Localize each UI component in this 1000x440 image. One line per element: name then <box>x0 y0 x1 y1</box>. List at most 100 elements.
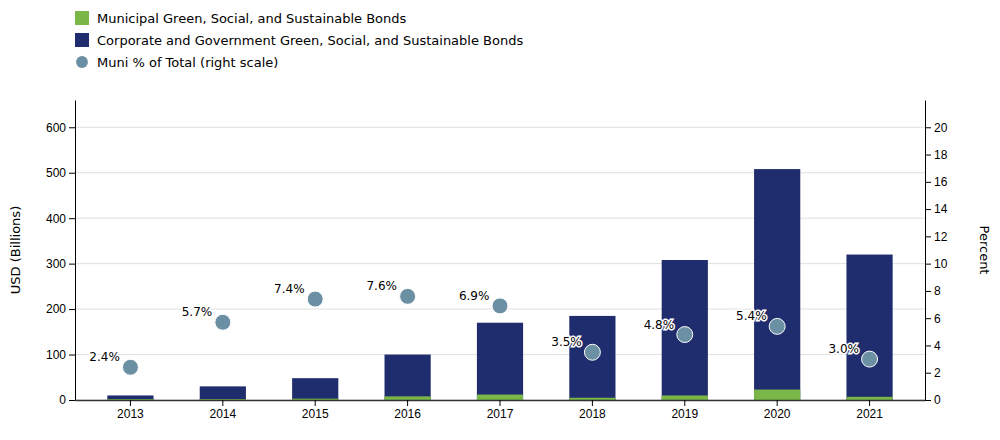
tick: 16 <box>925 175 948 189</box>
tick-label: 2014 <box>209 407 236 421</box>
point <box>400 288 416 304</box>
legend: Municipal Green, Social, and Sustainable… <box>75 11 523 70</box>
bar <box>477 395 523 400</box>
tick-label: 20 <box>934 121 948 135</box>
tick-mark <box>69 309 75 310</box>
data-label: 7.6% <box>366 279 397 293</box>
tick: 2016 <box>394 400 421 421</box>
tick-label: 2019 <box>671 407 698 421</box>
bar-series <box>107 390 892 400</box>
tick-mark <box>925 400 931 401</box>
tick: 18 <box>925 148 948 162</box>
bar <box>107 395 153 400</box>
data-label: 5.4% <box>736 309 767 323</box>
tick: 200 <box>46 302 75 316</box>
tick-label: 14 <box>934 202 948 216</box>
tick-mark <box>925 236 931 237</box>
grid <box>75 127 925 400</box>
legend-item: Municipal Green, Social, and Sustainable… <box>75 11 407 26</box>
tick: 2018 <box>579 400 606 421</box>
tick-label: 10 <box>934 257 948 271</box>
tick: 0 <box>59 393 75 407</box>
tick: 20 <box>925 121 948 135</box>
tick-mark <box>130 400 131 406</box>
tick-mark <box>69 400 75 401</box>
tick: 2020 <box>764 400 791 421</box>
tick: 600 <box>46 121 75 135</box>
axis-line <box>75 101 76 401</box>
tick: 6 <box>925 312 941 326</box>
tick-label: 2018 <box>579 407 606 421</box>
tick-mark <box>69 218 75 219</box>
data-label: 2.4% <box>89 350 120 364</box>
tick-mark <box>69 355 75 356</box>
tick-label: 0 <box>934 393 941 407</box>
tick-mark <box>925 345 931 346</box>
tick-mark <box>69 173 75 174</box>
axis-line <box>925 101 926 401</box>
point <box>769 318 785 334</box>
bar <box>846 255 892 400</box>
x-axis: 2013 2014 2015 2016 2017 2018 2019 2020 2021 <box>76 400 926 421</box>
tick-label: 2013 <box>117 407 144 421</box>
legend-item: Corporate and Government Green, Social, … <box>75 33 523 48</box>
tick-label: 4 <box>934 339 941 353</box>
tick-label: 2020 <box>764 407 791 421</box>
legend-label: Muni % of Total (right scale) <box>97 55 278 70</box>
tick: 8 <box>925 284 941 298</box>
tick-mark <box>592 400 593 406</box>
tick: 2017 <box>487 400 514 421</box>
tick-mark <box>684 400 685 406</box>
bar <box>477 323 523 400</box>
tick-mark <box>925 373 931 374</box>
tick-label: 2016 <box>394 407 421 421</box>
bar <box>569 316 615 400</box>
tick-mark <box>222 400 223 406</box>
data-labels: 2.4%5.7%7.4%7.6%6.9%3.5%4.8%5.4%3.0% <box>89 279 859 364</box>
legend-label: Corporate and Government Green, Social, … <box>97 33 523 48</box>
bar-series <box>107 169 892 400</box>
tick-mark <box>925 291 931 292</box>
tick: 500 <box>46 166 75 180</box>
tick-label: 500 <box>46 166 66 180</box>
tick-mark <box>500 400 501 406</box>
data-label: 5.7% <box>182 305 213 319</box>
data-label: 3.5% <box>551 335 582 349</box>
tick: 300 <box>46 257 75 271</box>
data-label: 3.0% <box>828 342 859 356</box>
tick-label: 300 <box>46 257 66 271</box>
tick-mark <box>925 318 931 319</box>
tick: 2014 <box>209 400 236 421</box>
legend-swatch <box>75 33 89 47</box>
tick-label: 8 <box>934 284 941 298</box>
bar <box>385 396 431 400</box>
bar <box>846 397 892 400</box>
legend-swatch <box>76 56 88 68</box>
tick-label: 16 <box>934 175 948 189</box>
bar <box>754 390 800 400</box>
point <box>215 314 231 330</box>
tick-mark <box>925 209 931 210</box>
tick: 12 <box>925 230 948 244</box>
tick-mark <box>315 400 316 406</box>
tick: 2013 <box>117 400 144 421</box>
data-label: 7.4% <box>274 282 305 296</box>
y-axis-title: USD (Billions) <box>8 206 23 294</box>
tick: 2015 <box>302 400 329 421</box>
tick-mark <box>925 155 931 156</box>
tick-label: 12 <box>934 230 948 244</box>
tick: 0 <box>925 393 941 407</box>
bar <box>662 395 708 400</box>
point <box>584 344 600 360</box>
tick-mark <box>869 400 870 406</box>
tick-mark <box>925 127 931 128</box>
plot-area <box>107 169 892 400</box>
tick-label: 2021 <box>856 407 883 421</box>
point <box>307 291 323 307</box>
bar <box>292 378 338 400</box>
tick: 14 <box>925 202 948 216</box>
legend-item: Muni % of Total (right scale) <box>76 55 278 70</box>
point-series <box>122 288 877 375</box>
tick: 100 <box>46 348 75 362</box>
tick-label: 600 <box>46 121 66 135</box>
